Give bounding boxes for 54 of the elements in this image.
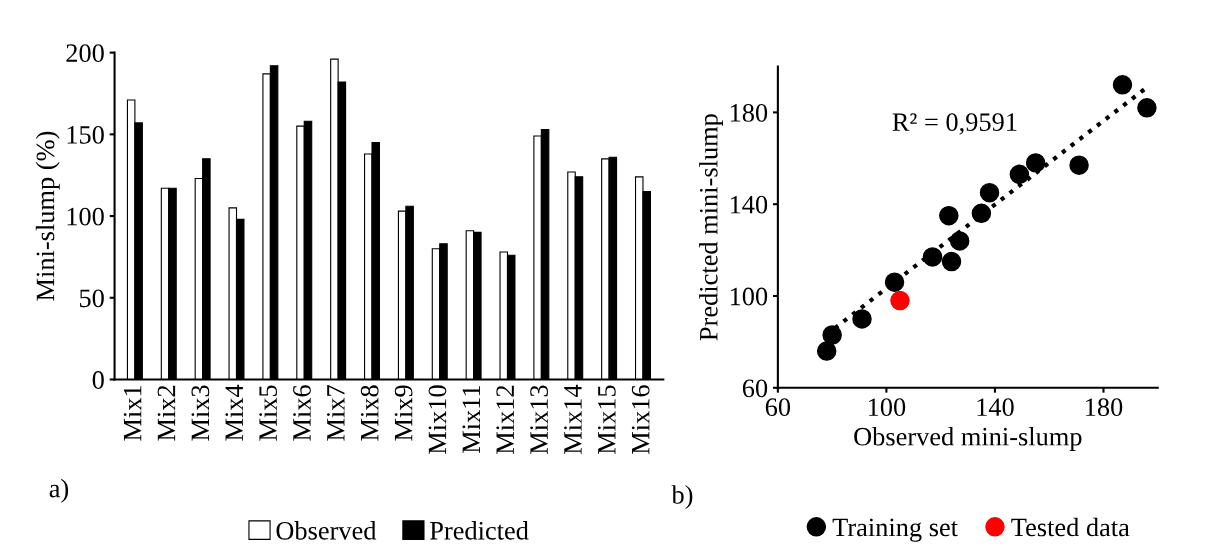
point [922, 247, 943, 267]
x-tick-label: Mix6 [293, 385, 311, 441]
x-tick-label: 100 [868, 398, 906, 417]
legend-label: Predicted [430, 521, 529, 540]
x-tick-label: Mix11 [462, 385, 480, 453]
x-tick-label: Mix13 [530, 385, 548, 454]
point [1009, 164, 1030, 185]
x-tick-label: Mix1 [123, 385, 142, 441]
y-tick-label: 50 [79, 289, 104, 308]
point [979, 182, 1000, 203]
y-tick-label: 100 [67, 207, 104, 226]
x-tick-label: Mix14 [564, 384, 582, 454]
text: b) [671, 485, 693, 510]
x-tick-label: 60 [765, 398, 791, 417]
x-tick-label: Mix3 [191, 385, 210, 441]
point [1112, 75, 1133, 95]
x-tick-label: Mix10 [428, 385, 447, 454]
y-axis-title: Mini-slump (%) [35, 131, 60, 301]
y-tick-label: 180 [730, 103, 768, 122]
x-tick-label: Mix2 [157, 385, 176, 441]
x-tick-label: 180 [1086, 398, 1123, 417]
x-axis-title: Observed mini-slump [854, 427, 1082, 451]
x-tick-label: Mix8 [360, 385, 379, 441]
point [852, 309, 872, 329]
x-tick-label: Mix9 [394, 385, 413, 441]
legend-label: Training set [832, 518, 958, 542]
x-tick-label: Mix15 [597, 385, 616, 454]
point [822, 325, 842, 345]
x-tick-label: Mix12 [496, 385, 514, 454]
x-tick-label: Mix16 [631, 385, 650, 454]
y-tick-label: 0 [92, 371, 104, 389]
y-axis-title: Predicted mini-slump [699, 114, 724, 341]
x-tick-label: 140 [977, 398, 1014, 417]
y-tick-label: 150 [67, 125, 104, 144]
annotation: R² = 0,9591 [892, 113, 1017, 135]
text: a) [49, 478, 69, 503]
point [971, 203, 992, 224]
point [949, 231, 970, 251]
point [1137, 98, 1157, 118]
legend-label: Tested data [1011, 517, 1130, 537]
point [890, 290, 910, 311]
y-tick-label: 200 [66, 44, 104, 63]
point [884, 272, 905, 292]
point [939, 205, 959, 226]
y-tick-label: 140 [730, 195, 768, 214]
x-tick-label: Mix7 [327, 385, 345, 441]
y-tick-label: 100 [730, 287, 768, 306]
point [1069, 155, 1089, 175]
point [1025, 153, 1046, 173]
point [941, 251, 962, 272]
x-tick-label: Mix5 [259, 385, 277, 441]
legend-label: Observed [276, 521, 377, 540]
point [816, 341, 837, 361]
x-tick-label: Mix4 [225, 384, 243, 441]
